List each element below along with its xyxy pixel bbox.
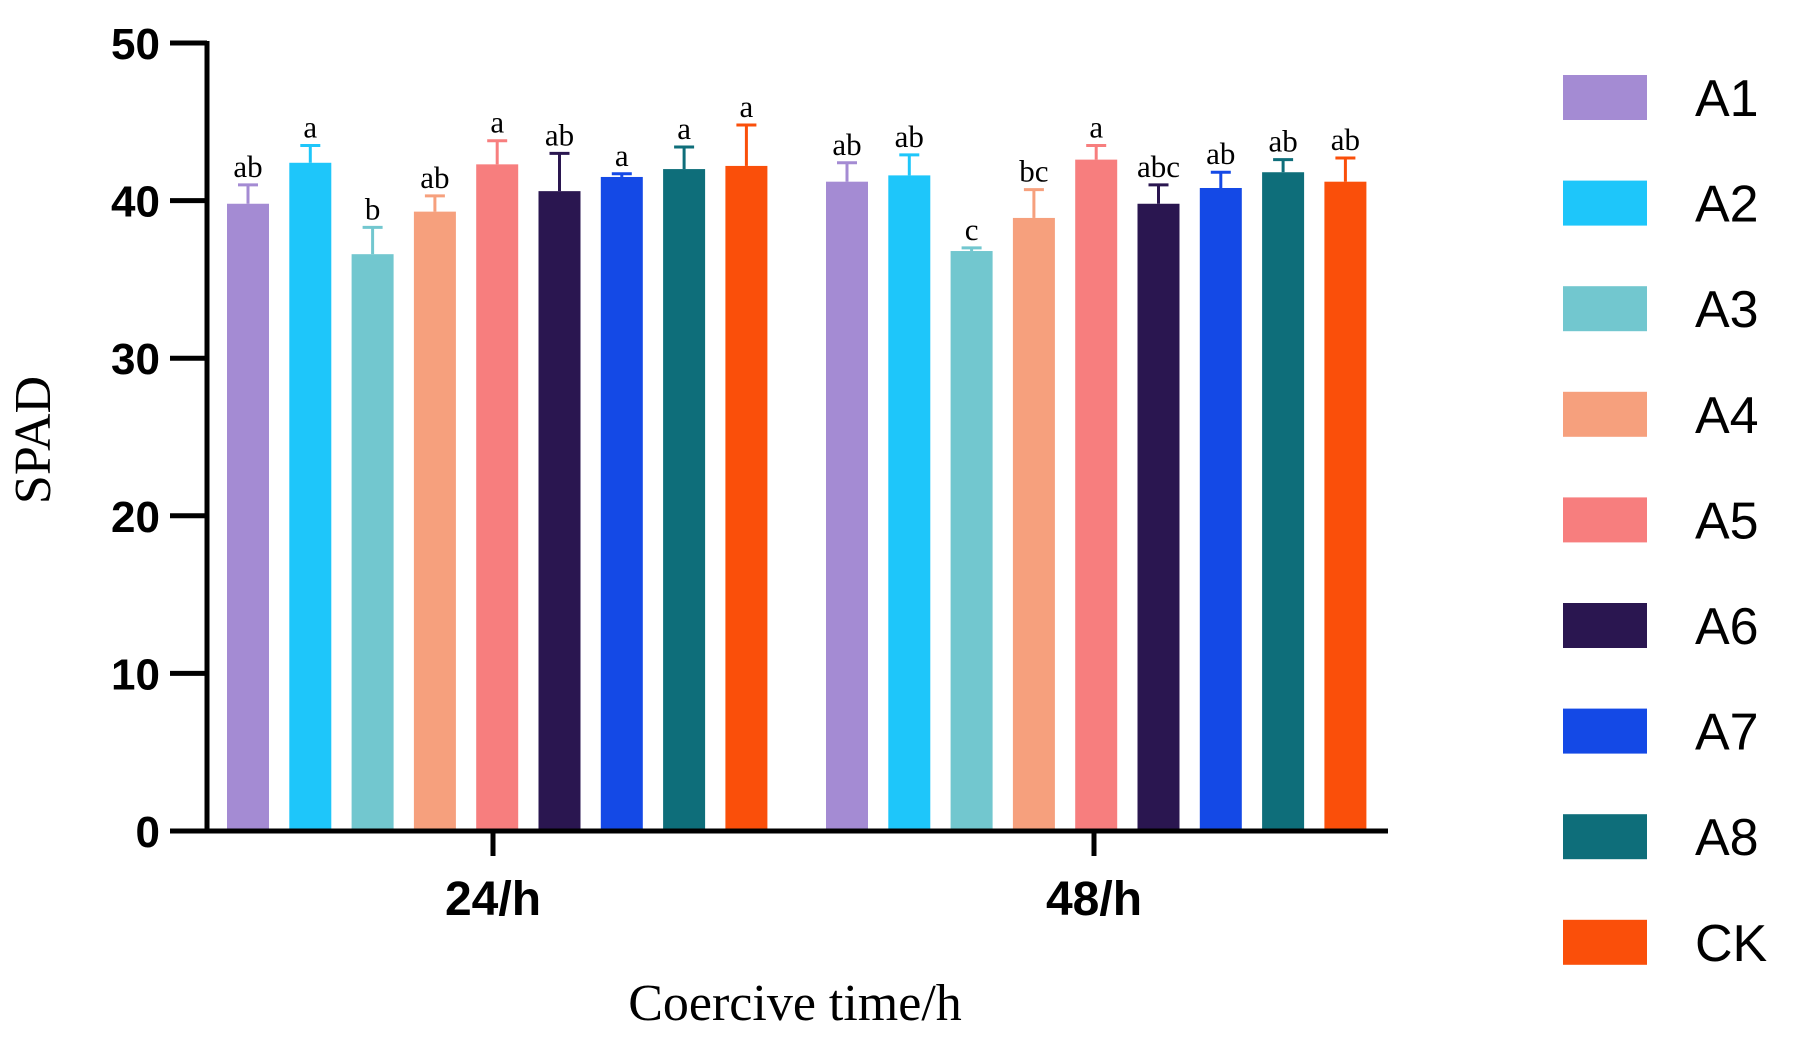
bar-ck-1: [1324, 181, 1367, 832]
bar-a2-1: [888, 175, 931, 831]
y-tick-label-40: 40: [111, 178, 160, 227]
bar-a6-1: [1137, 203, 1180, 831]
bar-a1-0: [227, 203, 269, 831]
legend: A1 A2 A3 A4 A5 A6 A7 A8 CK: [1563, 70, 1768, 973]
significance-label-a3-0: b: [365, 191, 381, 226]
significance-label-a3-1: c: [965, 212, 979, 247]
x-axis-title: Coercive time/h: [628, 975, 962, 1032]
legend-label-a8: A8: [1695, 809, 1759, 867]
legend-swatch-a1: [1563, 75, 1647, 120]
legend-swatch-a8: [1563, 814, 1647, 860]
legend-swatch-a6: [1563, 603, 1647, 648]
legend-label-a4: A4: [1695, 387, 1759, 445]
bar-a3-1: [950, 251, 993, 832]
x-tick-label-0: 24/h: [445, 873, 541, 926]
legend-label-a5: A5: [1695, 492, 1759, 550]
significance-label-a6-0: ab: [545, 117, 574, 152]
significance-label-a1-1: ab: [832, 127, 861, 162]
axes-layer: 0 10 20 30 40 50 24/h 48/h: [111, 20, 1388, 926]
bar-a6-0: [538, 191, 581, 832]
bar-a5-0: [476, 164, 519, 832]
significance-label-a7-1: ab: [1206, 136, 1235, 171]
bar-a3-0: [351, 254, 394, 831]
bar-a7-0: [600, 176, 643, 831]
legend-label-ck: CK: [1695, 915, 1768, 973]
bar-a4-1: [1012, 217, 1055, 831]
significance-label-a7-0: a: [615, 138, 629, 173]
legend-swatch-ck: [1563, 919, 1647, 965]
significance-label-a4-0: ab: [420, 160, 449, 195]
y-tick-label-0: 0: [136, 808, 160, 857]
y-axis-title: SPAD: [5, 376, 62, 504]
bar-a7-1: [1199, 187, 1242, 831]
y-tick-label-20: 20: [111, 493, 160, 542]
significance-label-a2-1: ab: [895, 119, 924, 154]
bar-ck-0: [725, 165, 768, 832]
legend-label-a2: A2: [1695, 176, 1759, 234]
bar-a2-0: [289, 162, 332, 831]
significance-label-a4-1: bc: [1019, 154, 1048, 189]
significance-label-ck-0: a: [740, 89, 754, 124]
bar-a4-0: [413, 211, 456, 831]
y-tick-label-30: 30: [111, 335, 160, 384]
significance-label-a1-0: ab: [233, 149, 262, 184]
bar-a8-0: [663, 169, 706, 831]
legend-label-a3: A3: [1695, 281, 1759, 339]
bar-a5-1: [1075, 159, 1118, 831]
legend-label-a1: A1: [1695, 70, 1759, 128]
legend-swatch-a4: [1563, 391, 1647, 437]
significance-label-a8-1: ab: [1268, 124, 1297, 159]
legend-swatch-a5: [1563, 497, 1647, 543]
significance-label-a5-1: a: [1089, 109, 1103, 144]
legend-label-a7: A7: [1695, 704, 1759, 762]
significance-label-a2-0: a: [303, 109, 317, 144]
y-tick-label-10: 10: [111, 650, 160, 699]
significance-label-a6-1: abc: [1137, 149, 1180, 184]
bar-a1-1: [826, 181, 868, 832]
significance-label-a8-0: a: [677, 111, 691, 146]
legend-swatch-a3: [1563, 286, 1647, 332]
x-tick-label-1: 48/h: [1046, 873, 1142, 926]
bar-a8-1: [1262, 172, 1305, 831]
legend-swatch-a2: [1563, 180, 1647, 226]
legend-swatch-a7: [1563, 708, 1647, 754]
legend-label-a6: A6: [1695, 598, 1759, 656]
significance-label-a5-0: a: [490, 105, 504, 140]
y-tick-label-50: 50: [111, 20, 160, 69]
significance-label-ck-1: ab: [1331, 122, 1360, 157]
